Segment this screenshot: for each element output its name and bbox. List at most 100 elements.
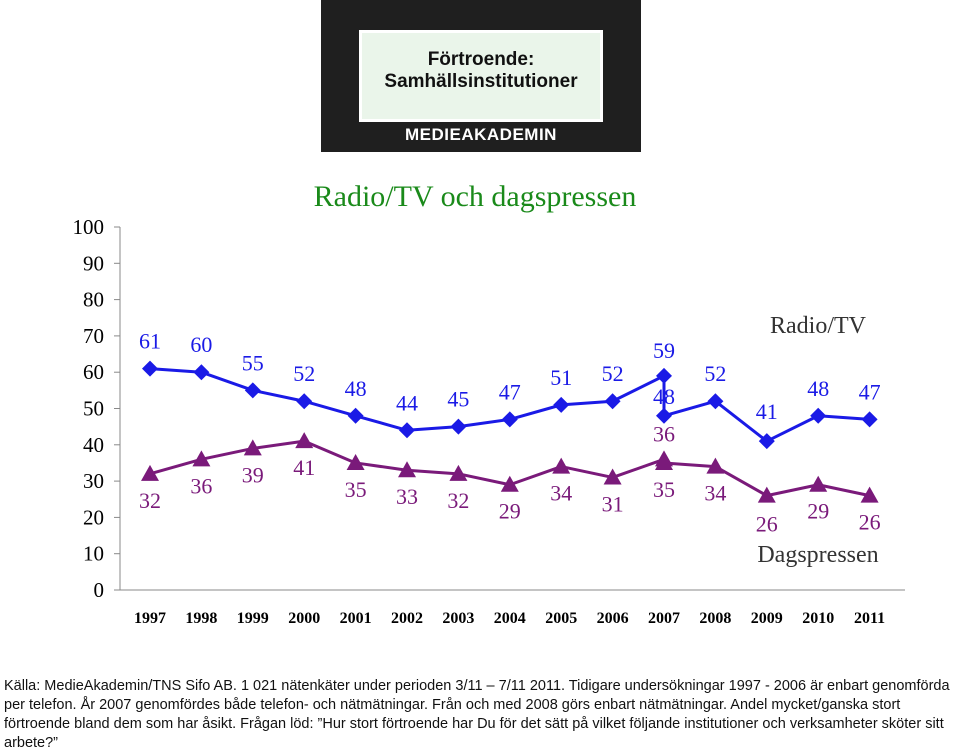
radio-tv-data-label: 59 [653,338,675,363]
dagspressen-data-label: 26 [756,512,778,537]
series-line-radio-tv [149,367,870,443]
x-tick-label: 2000 [288,610,320,627]
dagspressen-data-label: 35 [653,477,675,502]
dagspressen-data-label: 39 [242,462,264,487]
radio-tv-data-label: 47 [859,379,881,404]
dagspressen-point [141,464,159,481]
radio-tv-point [656,367,672,384]
x-tick-label: 2010 [802,610,834,627]
radio-tv-point [604,393,621,410]
dagspressen-data-label: 41 [293,455,315,480]
radio-tv-data-label: 48 [653,384,675,409]
source-note: Källa: MedieAkademin/TNS Sifo AB. 1 021 … [4,678,950,751]
dagspressen-data-label: 34 [704,481,726,506]
series-label-radio-tv: Radio/TV [770,313,867,339]
logo-brand: MEDIEAKADEMIN [405,125,557,144]
y-tick-label: 100 [73,215,105,239]
radio-tv-data-label: 52 [293,361,315,386]
dagspressen-point [655,453,673,470]
dagspressen-point [603,468,622,485]
y-tick-label: 70 [83,324,104,348]
radio-tv-point [656,407,672,424]
radio-tv-point [810,407,827,424]
logo-title: Förtroende: Samhällsinstitutioner [384,49,578,92]
x-tick-label: 2007 [648,610,680,627]
dagspressen-data-label: 36 [190,473,212,498]
y-tick-label: 20 [83,505,104,529]
dagspressen-point [500,475,519,492]
x-tick-label: 2011 [854,610,885,627]
y-tick-label: 50 [83,397,104,421]
dagspressen-point [552,457,571,474]
dagspressen-point [398,461,416,478]
radio-tv-point [142,360,158,377]
radio-tv-data-label: 55 [242,350,264,375]
radio-tv-point [244,382,261,399]
y-tick-label: 90 [83,251,104,275]
x-tick-label: 2001 [340,610,372,627]
radio-tv-data-label: 48 [807,376,829,401]
x-tick-label: 1999 [237,610,269,627]
radio-tv-point [193,364,210,381]
dagspressen-data-label: 33 [396,484,418,509]
x-tick-label: 2002 [391,610,423,627]
radio-tv-data-label: 52 [704,361,726,386]
logo-box: Förtroende: Samhällsinstitutioner MEDIEA… [321,0,641,152]
radio-tv-point [399,422,415,439]
dagspressen-data-label: 31 [602,491,624,516]
radio-tv-point [450,418,467,435]
dagspressen-data-label: 26 [859,510,881,535]
y-tick-label: 30 [83,469,104,493]
radio-tv-point [501,411,518,428]
dagspressen-data-label: 32 [139,488,161,513]
x-tick-label: 1997 [134,610,166,627]
radio-tv-data-label: 44 [396,390,418,415]
x-tick-label: 2008 [699,610,731,627]
logo-panel: Förtroende: Samhällsinstitutioner [359,30,603,122]
radio-tv-data-label: 48 [345,376,367,401]
y-tick-label: 40 [83,433,104,457]
series-label-dagspressen: Dagspressen [757,542,878,568]
radio-tv-point [758,433,775,450]
radio-tv-data-label: 41 [756,399,778,424]
dagspressen-point [757,486,776,503]
dagspressen-point [346,453,365,470]
x-tick-label: 2004 [494,610,526,627]
radio-tv-data-label: 60 [190,332,212,357]
dagspressen-data-label: 35 [345,477,367,502]
y-tick-label: 0 [94,578,105,602]
x-tick-label: 2006 [597,610,629,627]
dagspressen-data-label: 36 [653,421,675,446]
x-tick-label: 1998 [185,610,217,627]
x-tick-label: 2009 [751,610,783,627]
dagspressen-point [809,475,828,492]
radio-tv-data-label: 52 [602,361,624,386]
radio-tv-point [296,393,313,410]
series-line-dagspressen [149,439,870,498]
dagspressen-point [192,450,211,467]
radio-tv-point [553,396,570,413]
chart-title: Radio/TV och dagspressen [314,180,637,213]
radio-tv-data-label: 45 [447,387,469,412]
dagspressen-point [860,486,879,503]
radio-tv-data-label: 51 [550,365,572,390]
dagspressen-data-label: 34 [550,481,572,506]
dagspressen-point [706,457,725,474]
radio-tv-point [861,411,878,428]
radio-tv-data-label: 61 [139,329,161,354]
radio-tv-point [707,393,724,410]
radio-tv-point [347,407,364,424]
dagspressen-point [243,439,262,456]
dagspressen-data-label: 29 [499,499,521,524]
dagspressen-point [295,432,314,449]
dagspressen-point [449,464,468,481]
radio-tv-data-label: 47 [499,379,521,404]
y-tick-label: 10 [83,542,104,566]
y-tick-label: 60 [83,360,104,384]
x-tick-label: 2005 [545,610,577,627]
y-tick-label: 80 [83,288,104,312]
x-tick-label: 2003 [442,610,474,627]
line-chart: Radio/TV och dagspressen 0 10 20 30 40 50 60 70 8… [73,180,905,627]
dagspressen-data-label: 29 [807,499,829,524]
dagspressen-data-label: 32 [447,488,469,513]
